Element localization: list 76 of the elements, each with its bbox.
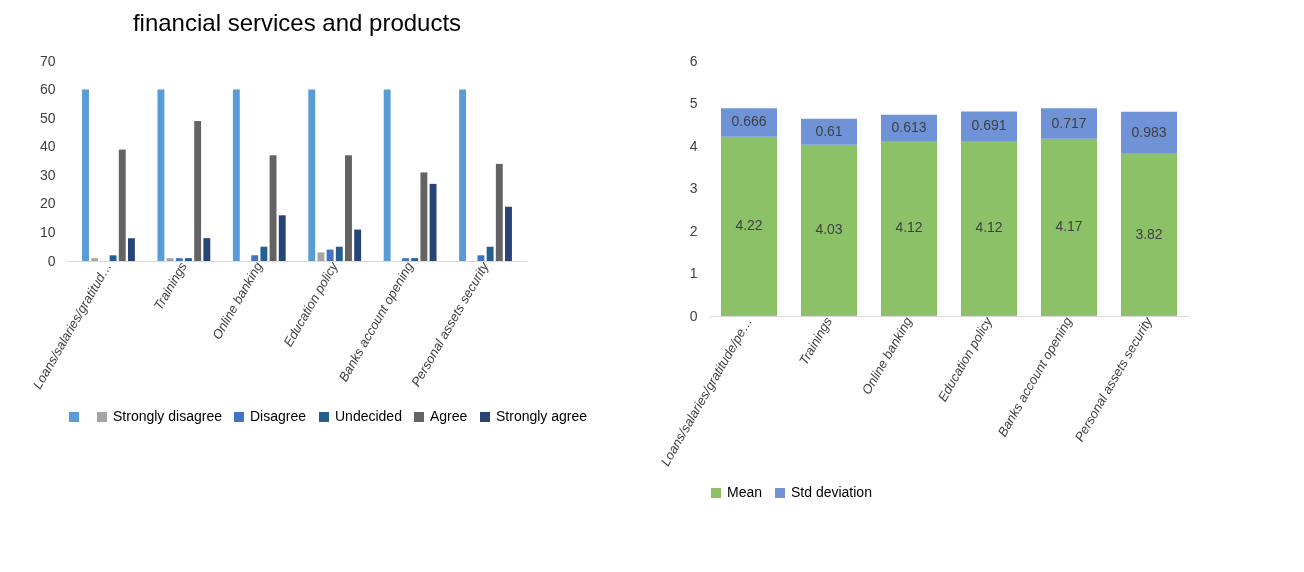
data-label: 3.82: [1135, 225, 1163, 242]
data-label: 4.22: [735, 217, 763, 234]
bar: [459, 89, 467, 261]
bar: [1121, 111, 1177, 154]
bar: [420, 172, 428, 261]
bar: [278, 215, 286, 261]
bar: [411, 258, 419, 261]
bar: [335, 246, 343, 261]
data-label: 0.666: [731, 113, 767, 130]
data-label: 0.613: [891, 118, 927, 135]
y-tick-label: 4: [689, 137, 698, 154]
bar: [185, 258, 192, 261]
y-tick-label: 1: [689, 265, 698, 281]
bar: [232, 89, 240, 261]
legend-label: Mean: [727, 484, 763, 500]
bar: [251, 255, 259, 261]
y-tick-label: 70: [39, 52, 56, 69]
data-label: 0.61: [815, 122, 843, 139]
y-tick-label: 60: [39, 81, 56, 98]
bar: [91, 258, 99, 261]
bar: [260, 246, 268, 261]
y-tick-label: 30: [39, 166, 56, 183]
legend-label: Disagree: [250, 408, 307, 424]
bar: [486, 246, 494, 261]
bar: [175, 258, 183, 261]
y-tick-label: 2: [689, 222, 698, 239]
data-label: 0.717: [1051, 114, 1087, 131]
data-label: 4.12: [975, 219, 1003, 236]
legend-label: Strongly agree: [496, 408, 588, 424]
bar: [269, 155, 277, 261]
data-label: 4.03: [815, 221, 843, 238]
y-tick-label: 5: [689, 95, 698, 111]
data-label: 4.12: [895, 219, 923, 236]
data-label: 0.983: [1131, 123, 1167, 140]
y-tick-label: 0: [689, 307, 698, 324]
y-tick-label: 3: [689, 180, 698, 196]
bar: [109, 255, 117, 261]
bar: [961, 140, 1017, 316]
y-tick-label: 40: [39, 138, 56, 155]
bar: [1041, 108, 1097, 139]
chart-title: financial services and products: [132, 9, 462, 36]
y-tick-label: 20: [39, 195, 56, 212]
bar: [326, 249, 334, 261]
y-tick-label: 50: [39, 109, 56, 126]
bar: [1041, 138, 1097, 316]
bar: [429, 183, 437, 261]
bar: [157, 89, 165, 261]
bar: [1121, 153, 1177, 316]
bar: [721, 136, 777, 316]
data-label: 0.691: [971, 117, 1007, 134]
bar: [881, 140, 937, 316]
bar: [317, 252, 325, 261]
bar: [308, 89, 316, 261]
y-tick-label: 10: [39, 223, 56, 240]
bar: [402, 258, 409, 261]
legend-label: Agree: [430, 408, 468, 424]
y-tick-label: 0: [47, 252, 56, 269]
legend-label: Std deviation: [791, 484, 872, 500]
bar: [354, 229, 362, 261]
bar: [505, 206, 512, 261]
data-label: 4.17: [1055, 218, 1083, 235]
bar: [801, 144, 857, 316]
bar: [495, 163, 503, 261]
bar: [203, 238, 211, 261]
bar: [127, 238, 135, 261]
bar: [801, 118, 857, 145]
bar: [345, 155, 352, 261]
y-tick-label: 6: [689, 52, 698, 69]
legend-label: Strongly disagree: [113, 408, 223, 424]
bar: [82, 89, 89, 261]
bar: [118, 149, 126, 261]
bar: [166, 258, 174, 261]
legend-label: Undecided: [335, 408, 402, 424]
bar: [477, 255, 485, 261]
bar: [383, 89, 391, 261]
bar: [194, 121, 202, 261]
